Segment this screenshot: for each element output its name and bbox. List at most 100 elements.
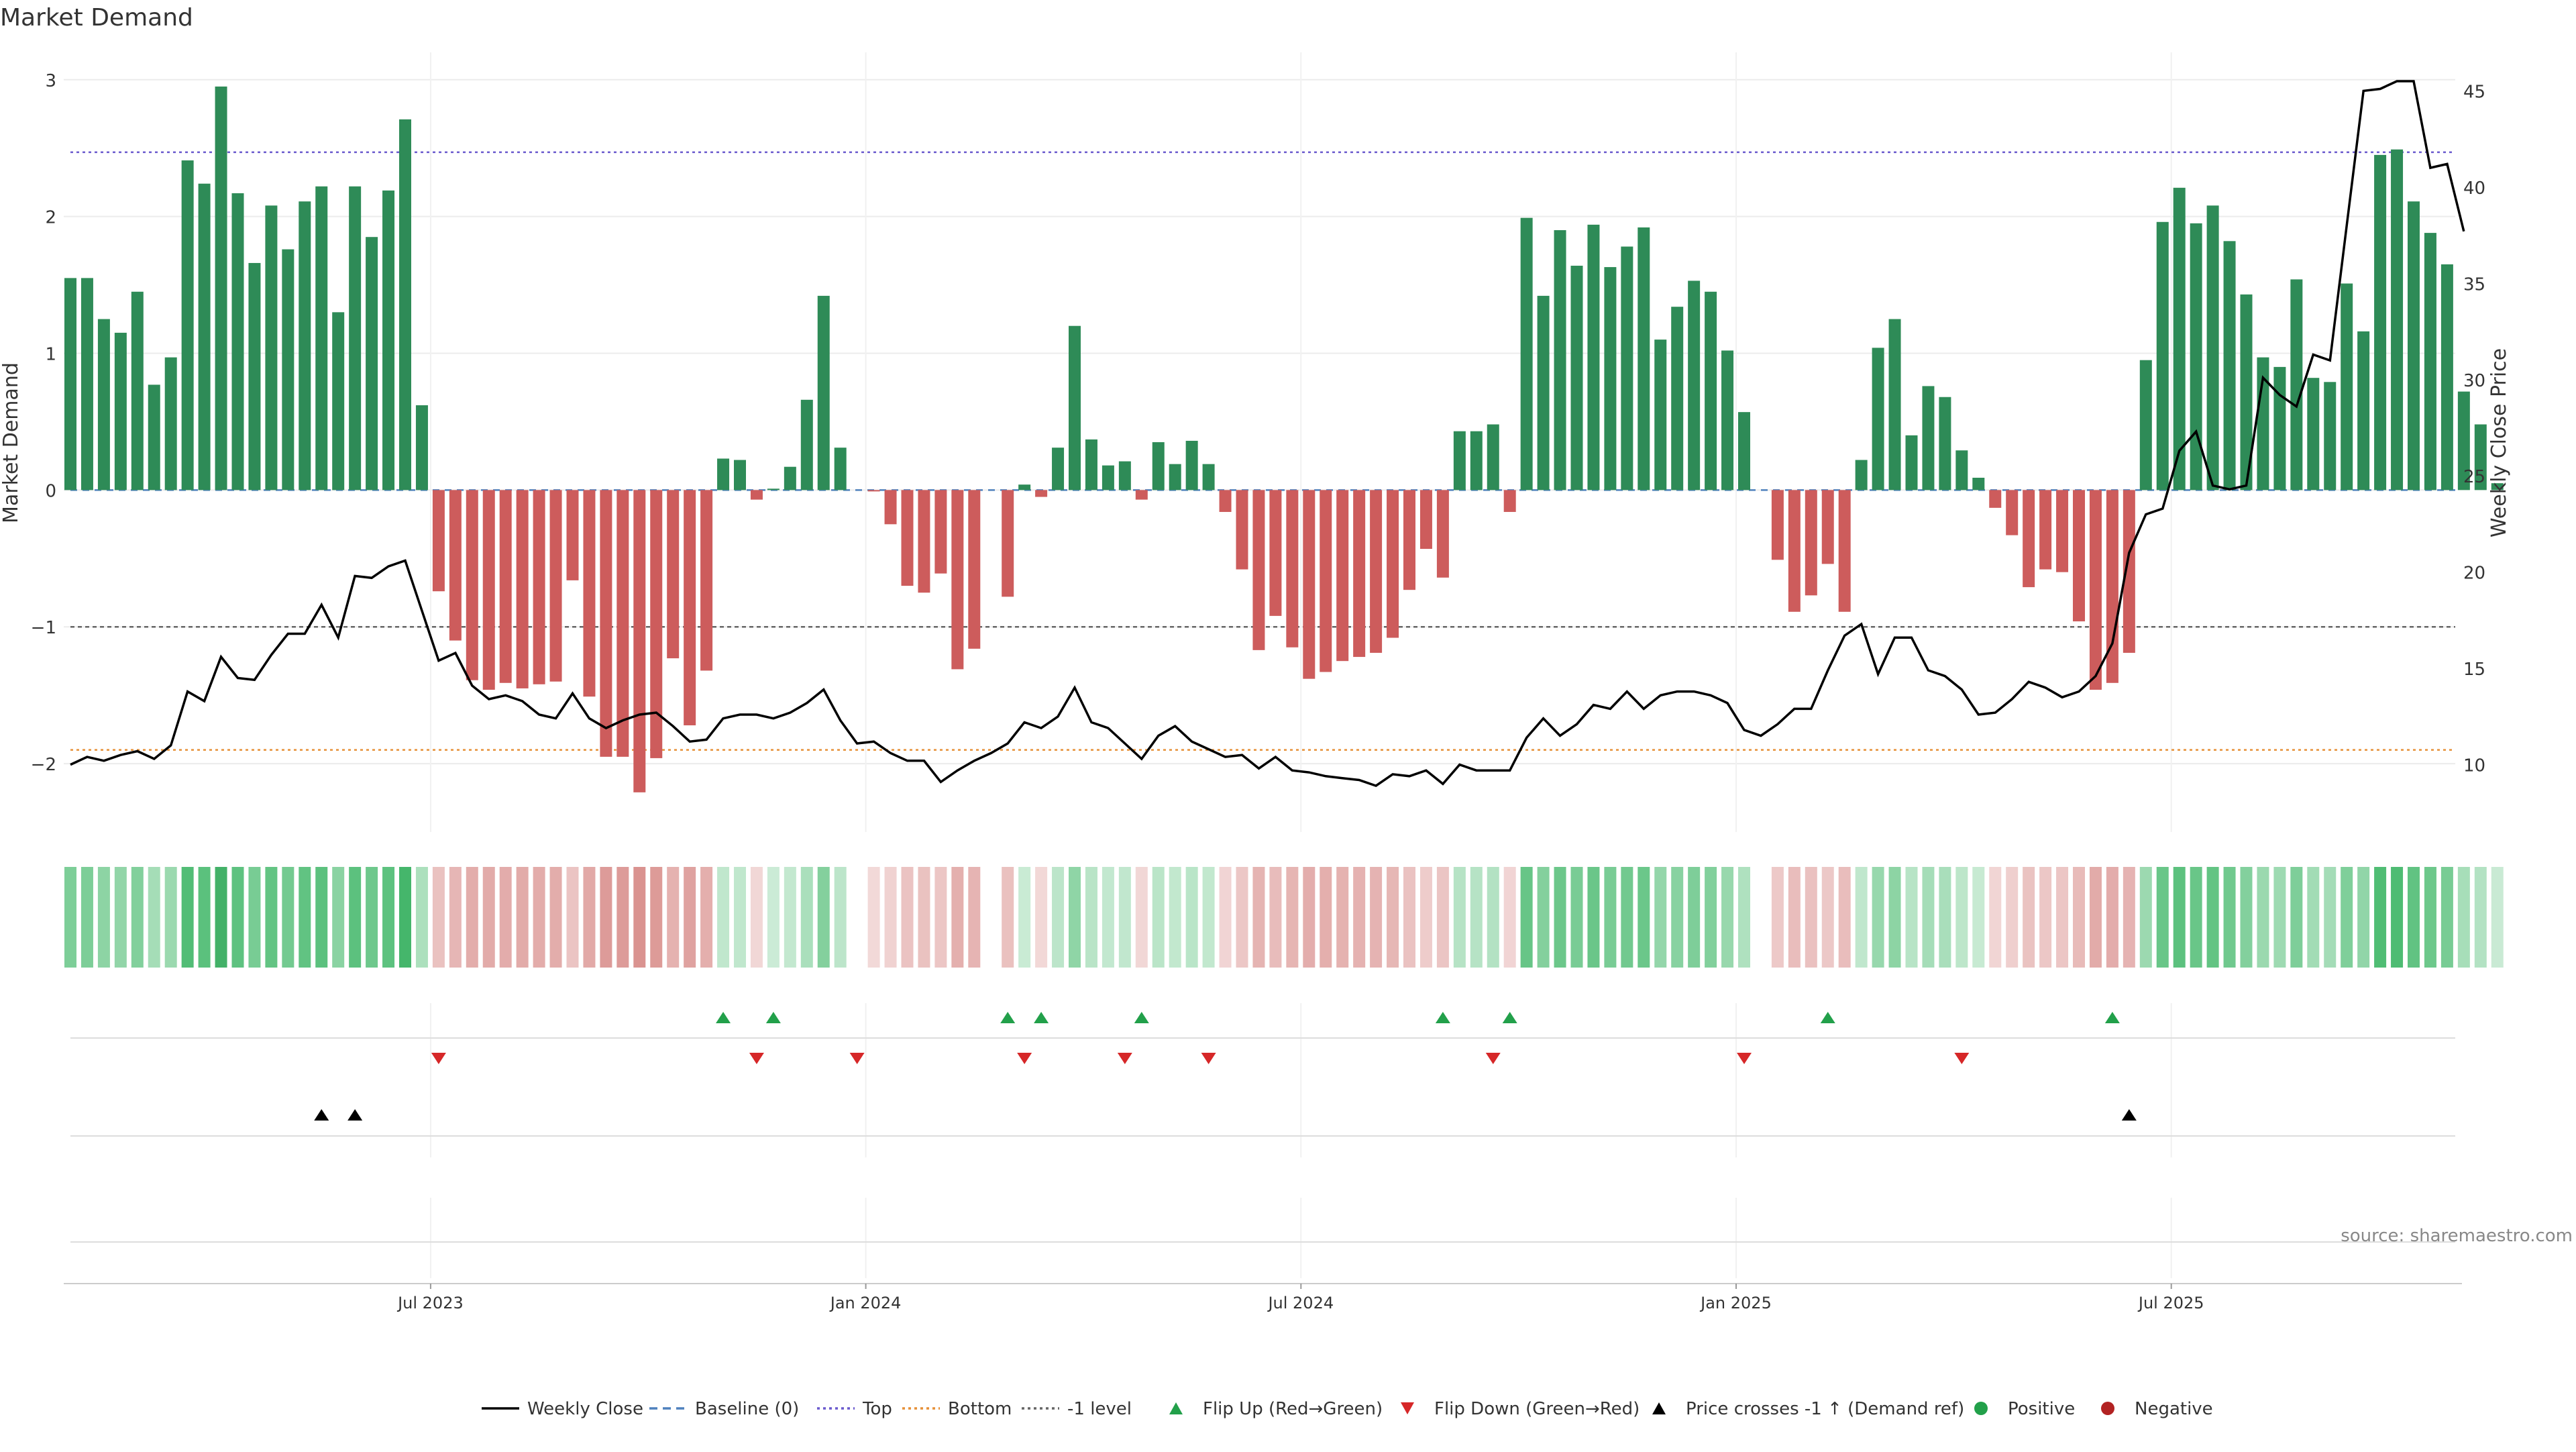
strip-cell	[148, 867, 160, 968]
demand-bar	[1436, 490, 1449, 578]
strip-cell	[1972, 867, 1985, 968]
demand-bar	[1470, 431, 1483, 490]
strip-cell	[1269, 867, 1282, 968]
demand-bar	[667, 490, 680, 659]
demand-bar	[566, 490, 579, 580]
strip-cell	[1855, 867, 1868, 968]
flip-up-marker	[1034, 1012, 1049, 1023]
strip-cell	[2474, 867, 2487, 968]
demand-bar	[1821, 490, 1834, 564]
strip-cell	[1955, 867, 1968, 968]
demand-bar	[1202, 464, 1215, 490]
strip-cell	[382, 867, 395, 968]
strip-cell	[1002, 867, 1014, 968]
strip-cell	[616, 867, 629, 968]
demand-bar	[1554, 230, 1566, 490]
flip-down-marker	[849, 1053, 865, 1064]
legend-item: Negative	[2101, 1399, 2213, 1419]
signal-panels	[64, 1012, 2462, 1284]
demand-bar	[1939, 397, 1951, 490]
strip-cell	[817, 867, 830, 968]
demand-bar	[1102, 465, 1114, 490]
demand-bar	[1989, 490, 2002, 508]
demand-bar	[1771, 490, 1784, 560]
strip-cell	[1821, 867, 1834, 968]
y-tick-label: 0	[45, 481, 56, 501]
chart-title: Market Demand	[0, 4, 193, 32]
strip-cell	[164, 867, 177, 968]
strip-cell	[215, 867, 227, 968]
demand-bar	[2307, 378, 2320, 490]
strip-cell	[265, 867, 278, 968]
strip-cell	[2290, 867, 2303, 968]
strip-cell	[2408, 867, 2420, 968]
demand-bar	[2474, 424, 2487, 490]
strip-cell	[1169, 867, 1181, 968]
strip-cell	[2023, 867, 2035, 968]
y2-tick-label: 10	[2463, 756, 2485, 776]
strip-cell	[1052, 867, 1065, 968]
strip-cell	[114, 867, 127, 968]
flip-down-marker	[1117, 1053, 1132, 1064]
strip-cell	[1303, 867, 1316, 968]
demand-bar	[64, 278, 76, 490]
strip-cell	[918, 867, 930, 968]
demand-bar	[1721, 350, 1734, 490]
demand-bar	[1353, 490, 1366, 658]
demand-bar	[181, 160, 194, 490]
demand-bar	[2139, 360, 2152, 490]
strip-cell	[80, 867, 93, 968]
strip-cell	[1453, 867, 1466, 968]
demand-bar	[282, 249, 294, 490]
demand-bar	[968, 490, 981, 649]
demand-bar	[1905, 435, 1918, 490]
demand-bar	[248, 262, 261, 490]
flip-up-marker	[1502, 1012, 1517, 1023]
demand-bar	[1972, 478, 1985, 490]
strip-cell	[1805, 867, 1817, 968]
strip-cell	[2089, 867, 2102, 968]
strip-cell	[1336, 867, 1349, 968]
strip-cell	[1771, 867, 1784, 968]
strip-cell	[1621, 867, 1633, 968]
strip-cell	[1202, 867, 1215, 968]
y2-axis-label: Weekly Close Price	[2487, 348, 2511, 537]
strip-cell	[800, 867, 813, 968]
y2-tick-label: 30	[2463, 371, 2485, 391]
demand-bar	[2190, 223, 2202, 490]
demand-bar	[1185, 440, 1198, 490]
strip-cell	[633, 867, 646, 968]
strip-cell	[549, 867, 562, 968]
strip-cell	[2139, 867, 2152, 968]
demand-bar	[332, 312, 345, 490]
demand-bar	[2073, 490, 2085, 622]
strip-cell	[1035, 867, 1048, 968]
y-tick-label: 2	[45, 208, 56, 228]
strip-cell	[198, 867, 211, 968]
demand-bar	[784, 466, 796, 490]
strip-cell	[1503, 867, 1516, 968]
y2-tick-label: 25	[2463, 467, 2485, 487]
strip-cell	[2424, 867, 2436, 968]
demand-bar	[2206, 205, 2219, 490]
demand-bar	[1487, 424, 1499, 490]
demand-bar	[97, 319, 110, 490]
demand-bar	[1705, 291, 1717, 490]
y-axis-left: 3 2 1 0 −1 −2	[31, 71, 56, 775]
strip-cell	[700, 867, 713, 968]
demand-bar	[1387, 490, 1399, 638]
demand-bar	[1069, 325, 1081, 490]
strip-cell	[583, 867, 596, 968]
strip-cell	[650, 867, 663, 968]
demand-bar	[549, 490, 562, 682]
demand-bar	[2290, 279, 2303, 490]
demand-bar	[516, 490, 529, 688]
demand-bar	[2273, 366, 2286, 490]
strip-cell	[1922, 867, 1935, 968]
weekly-close-line	[70, 80, 2465, 788]
demand-bar	[1570, 266, 1583, 490]
strip-cell	[2056, 867, 2069, 968]
strip-cell	[1487, 867, 1499, 968]
strip-cell	[1838, 867, 1851, 968]
